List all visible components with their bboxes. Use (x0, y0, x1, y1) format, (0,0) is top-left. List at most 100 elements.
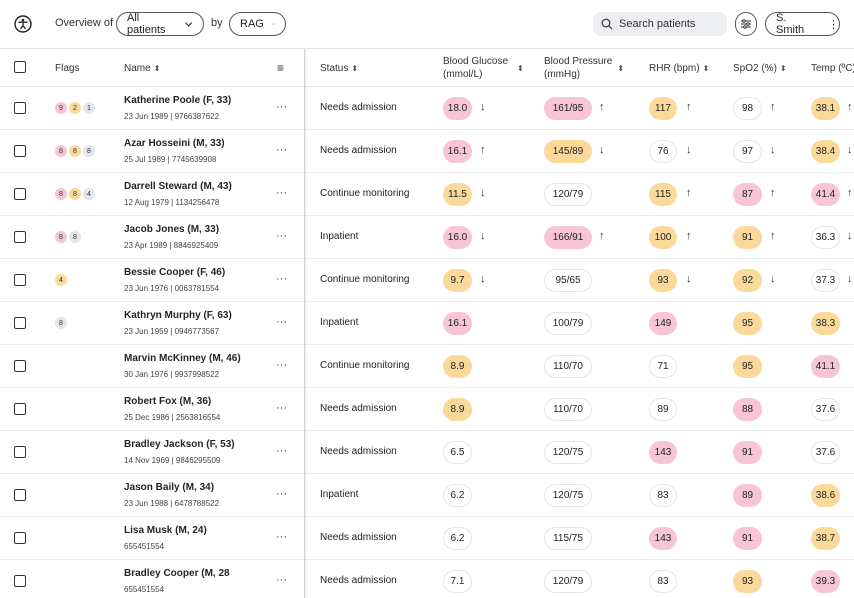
row-checkbox[interactable] (14, 102, 26, 114)
flag-badge: 2 (69, 102, 81, 114)
patient-name[interactable]: Jason Baily (M, 34) (124, 482, 215, 493)
col-status[interactable]: Status ⬍ (320, 62, 359, 74)
row-checkbox[interactable] (14, 489, 26, 501)
flag-badge: 8 (55, 188, 67, 200)
flag-badge: 8 (55, 145, 67, 157)
patient-name[interactable]: Kathryn Murphy (F, 63) (124, 310, 232, 321)
row-more-icon[interactable]: ··· (276, 230, 287, 242)
arrow-down-icon: ↓ (480, 273, 486, 285)
bp-value: 120/79 (544, 570, 592, 593)
sort-icon: ⬍ (779, 63, 787, 73)
row-more-icon[interactable]: ··· (276, 187, 287, 199)
row-more-icon[interactable]: ··· (276, 402, 287, 414)
col-blood-glucose[interactable]: Blood Glucose (mmol/L) ⬍ (443, 56, 524, 80)
table-row[interactable]: 8 Kathryn Murphy (F, 63) 23 Jun 1959 | 094… (0, 302, 854, 345)
table-row[interactable]: Jason Baily (M, 34) 23 Jun 1988 | 6478788… (0, 474, 854, 517)
rag-select[interactable]: RAG (229, 12, 286, 36)
accessibility-logo-icon[interactable] (14, 15, 32, 33)
temp-value: 41.4 (811, 183, 840, 206)
patient-name[interactable]: Darrell Steward (M, 43) (124, 181, 232, 192)
patient-name[interactable]: Azar Hosseini (M, 33) (124, 138, 225, 149)
filter-button[interactable] (735, 12, 757, 36)
bp-value: 120/75 (544, 484, 592, 507)
temp-value: 37.6 (811, 441, 840, 464)
row-checkbox[interactable] (14, 446, 26, 458)
spo2-value: 93 (733, 570, 762, 593)
glucose-value: 6.2 (443, 527, 472, 550)
row-checkbox[interactable] (14, 403, 26, 415)
row-checkbox[interactable] (14, 231, 26, 243)
user-menu-button[interactable]: S. Smith ⋮ (765, 12, 840, 36)
patient-name[interactable]: Robert Fox (M, 36) (124, 396, 212, 407)
patient-name[interactable]: Katherine Poole (F, 33) (124, 95, 232, 106)
patient-status: Needs admission (320, 102, 397, 113)
patient-name[interactable]: Marvin McKinney (M, 46) (124, 353, 241, 364)
row-more-icon[interactable]: ··· (276, 445, 287, 457)
table-row[interactable]: Lisa Musk (M, 24) 655451554 ··· Needs admis… (0, 517, 854, 560)
temp-value: 38.4 (811, 140, 840, 163)
row-checkbox[interactable] (14, 317, 26, 329)
col-temp[interactable]: Temp (ºC) (811, 62, 854, 74)
by-label: by (211, 17, 223, 29)
table-row[interactable]: 9 2 1 Katherine Poole (F, 33) 23 Jun 1989 | … (0, 87, 854, 130)
table-row[interactable]: Bradley Jackson (F, 53) 14 Nov 1969 | 984… (0, 431, 854, 474)
select-all-checkbox[interactable] (14, 61, 26, 73)
row-more-icon[interactable]: ··· (276, 101, 287, 113)
patient-meta: 14 Nov 1969 | 9846295509 (124, 456, 221, 465)
row-checkbox[interactable] (14, 145, 26, 157)
row-checkbox[interactable] (14, 360, 26, 372)
arrow-down-icon: ↓ (599, 144, 605, 156)
patients-select[interactable]: All patients (116, 12, 204, 36)
row-more-icon[interactable]: ··· (276, 531, 287, 543)
rhr-value: 100 (649, 226, 677, 249)
flags-group: 8 (55, 317, 67, 329)
row-more-icon[interactable]: ··· (276, 488, 287, 500)
rhr-value: 93 (649, 269, 677, 292)
col-name[interactable]: Name ⬍ (124, 62, 161, 74)
row-more-icon[interactable]: ··· (276, 273, 287, 285)
table-row[interactable]: 4 Bessie Cooper (F, 46) 23 Jun 1976 | 0063… (0, 259, 854, 302)
temp-value: 37.6 (811, 398, 840, 421)
bp-value: 161/95 (544, 97, 592, 120)
bp-value: 145/89 (544, 140, 592, 163)
patient-name[interactable]: Jacob Jones (M, 33) (124, 224, 220, 235)
flag-badge: 8 (69, 145, 81, 157)
arrow-down-icon: ↓ (847, 273, 853, 285)
table-row[interactable]: 8 8 8 Azar Hosseini (M, 33) 25 Jul 1989 | 77… (0, 130, 854, 173)
bp-value: 166/91 (544, 226, 592, 249)
patient-name[interactable]: Bessie Cooper (F, 46) (124, 267, 226, 278)
row-more-icon[interactable]: ··· (276, 574, 287, 586)
col-blood-pressure[interactable]: Blood Pressure (mmHg) ⬍ (544, 56, 625, 80)
sort-icon: ⬍ (351, 63, 359, 73)
table-header: Flags Name ⬍ ≡ Status ⬍ Blood Glucose (mmol… (0, 49, 854, 87)
patients-table: Flags Name ⬍ ≡ Status ⬍ Blood Glucose (mmol… (0, 48, 854, 598)
column-menu-icon[interactable]: ≡ (277, 60, 285, 75)
arrow-up-icon: ↑ (770, 101, 776, 113)
table-row[interactable]: Robert Fox (M, 36) 25 Dec 1986 | 25638165… (0, 388, 854, 431)
patient-meta: 23 Apr 1989 | 8846925409 (124, 241, 219, 250)
search-input[interactable]: Search patients (593, 12, 727, 36)
row-more-icon[interactable]: ··· (276, 316, 287, 328)
glucose-value: 16.1 (443, 312, 472, 335)
patient-meta: 23 Jun 1976 | 0063781554 (124, 284, 220, 293)
row-checkbox[interactable] (14, 532, 26, 544)
row-more-icon[interactable]: ··· (276, 359, 287, 371)
patient-name[interactable]: Bradley Cooper (M, 28 (124, 568, 230, 579)
row-checkbox[interactable] (14, 575, 26, 587)
table-row[interactable]: 8 8 4 Darrell Steward (M, 43) 12 Aug 1979 | … (0, 173, 854, 216)
row-checkbox[interactable] (14, 188, 26, 200)
flag-badge: 9 (55, 102, 67, 114)
patient-name[interactable]: Bradley Jackson (F, 53) (124, 439, 235, 450)
row-checkbox[interactable] (14, 274, 26, 286)
table-row[interactable]: 8 8 Jacob Jones (M, 33) 23 Apr 1989 | 88469… (0, 216, 854, 259)
row-more-icon[interactable]: ··· (276, 144, 287, 156)
table-row[interactable]: Marvin McKinney (M, 46) 30 Jan 1976 | 993… (0, 345, 854, 388)
col-rhr[interactable]: RHR (bpm) ⬍ (649, 62, 710, 74)
patient-status: Needs admission (320, 575, 397, 586)
table-row[interactable]: Bradley Cooper (M, 28 655451554 ··· Needs a… (0, 560, 854, 598)
rhr-value: 149 (649, 312, 677, 335)
spo2-value: 98 (733, 97, 762, 120)
col-spo2[interactable]: SpO2 (%) ⬍ (733, 62, 787, 74)
patient-name[interactable]: Lisa Musk (M, 24) (124, 525, 207, 536)
patient-status: Continue monitoring (320, 188, 410, 199)
